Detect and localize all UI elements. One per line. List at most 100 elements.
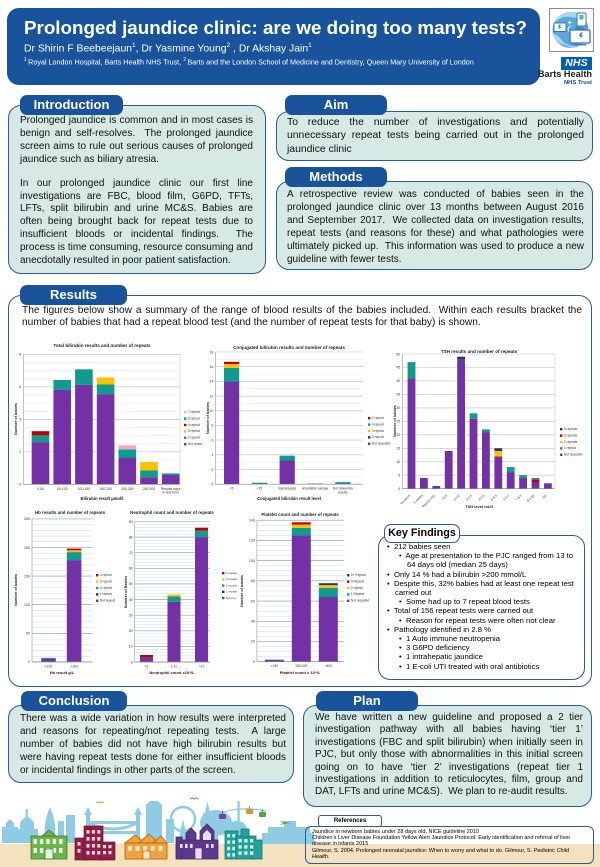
svg-text:<100: <100 [45,664,53,668]
svg-text:1 Repeat: 1 Repeat [351,592,364,596]
svg-text:<150: <150 [270,664,278,668]
svg-text:Number of babies: Number of babies [14,403,18,435]
svg-text:2 repeat: 2 repeat [226,583,237,587]
svg-text:3 weeks: 3 weeks [413,493,424,504]
svg-text:0: 0 [131,660,133,664]
svg-text:80: 80 [251,579,255,583]
svg-text:Not repeated: Not repeated [188,442,202,446]
svg-text:4 repeat: 4 repeat [188,423,200,427]
svg-text:<1: <1 [145,665,149,669]
svg-text:1 repeat: 1 repeat [226,590,237,594]
svg-text:Number of babies: Number of babies [14,574,18,606]
svg-text:in text form: in text form [162,491,179,495]
svg-text:Not rep: Not rep [226,596,236,600]
svg-text:45: 45 [396,366,400,370]
svg-text:4 repeat: 4 repeat [372,422,384,426]
svg-text:Number of babies: Number of babies [206,402,210,434]
svg-text:2 repeat: 2 repeat [188,436,200,440]
svg-text:Not repeated: Not repeated [372,442,391,446]
svg-text:2 repeat: 2 repeat [351,586,363,590]
svg-text:haemolysed: haemolysed [278,487,296,491]
svg-text:8.5-10: 8.5-10 [526,493,535,502]
svg-text:50-100: 50-100 [57,487,68,491]
svg-text:1-10: 1-10 [171,665,178,669]
svg-text:250: 250 [24,517,30,521]
svg-text:4 repeat: 4 repeat [100,573,112,577]
svg-text:0: 0 [398,487,400,491]
svg-text:16: 16 [209,365,213,369]
svg-text:4: 4 [19,418,21,422]
svg-text:2 repeat: 2 repeat [100,586,112,590]
svg-text:Newborn: Newborn [399,493,411,505]
svg-text:20: 20 [396,433,400,437]
svg-text:5 repeat: 5 repeat [188,416,200,420]
svg-text:7-8.5: 7-8.5 [515,493,523,501]
svg-text:8: 8 [211,424,213,428]
svg-text:25: 25 [396,420,400,424]
svg-text:>10: >10 [199,665,205,669]
svg-text:10: 10 [396,460,400,464]
svg-text:1 repeat: 1 repeat [564,446,576,450]
svg-text:3 repeat: 3 repeat [226,577,237,581]
svg-text:150-400: 150-400 [295,664,308,668]
svg-text:unsuitable sample: unsuitable sample [302,487,329,491]
svg-text:0: 0 [211,483,213,487]
svg-text:>400: >400 [324,664,332,668]
svg-text:Hb result g/L: Hb result g/L [50,670,75,675]
svg-text:4.5-6: 4.5-6 [478,493,486,501]
svg-text:0: 0 [253,660,255,664]
svg-text:6: 6 [211,438,213,442]
svg-text:3 repeat: 3 repeat [100,579,112,583]
svg-text:Not repeat: Not repeat [100,599,115,603]
svg-text:<0.5: <0.5 [441,493,448,500]
svg-text:Number of Babies: Number of Babies [124,576,128,609]
svg-text:2-4.5: 2-4.5 [465,493,473,501]
svg-text:5+ Repeat: 5+ Repeat [351,573,366,577]
svg-text:12: 12 [209,394,213,398]
svg-text:Platelet count and number of r: Platelet count and number of repeats [261,512,339,517]
svg-text:80: 80 [129,535,133,539]
svg-text:Platelet count x 10⁹/L: Platelet count x 10⁹/L [280,670,321,674]
svg-text:Results input: Results input [161,487,181,491]
svg-text:150: 150 [24,574,30,578]
svg-text:6-6.5: 6-6.5 [490,493,498,501]
svg-text:1 repeat: 1 repeat [100,592,112,596]
svg-text:70: 70 [129,551,133,555]
svg-text:150-200: 150-200 [99,487,112,491]
svg-text:>10: >10 [541,493,548,500]
svg-text:TSH results and number of repe: TSH results and number of repeats [441,349,518,354]
svg-text:Not repeated: Not repeated [351,599,370,603]
svg-text:50: 50 [396,352,400,356]
svg-text:100: 100 [24,603,30,607]
svg-text:100: 100 [249,559,255,563]
svg-text:6.5-7: 6.5-7 [502,493,510,501]
svg-text:Repeat only: Repeat only [421,493,436,508]
svg-text:50: 50 [26,632,30,636]
svg-text:>100: >100 [70,664,78,668]
svg-text:90: 90 [129,520,133,524]
svg-text:3 repeats: 3 repeats [564,433,578,437]
svg-text:Number of babies: Number of babies [240,575,244,607]
svg-text:50: 50 [129,582,133,586]
svg-text:15: 15 [396,447,400,451]
svg-text:20: 20 [251,640,255,644]
svg-text:0.5-2: 0.5-2 [453,493,461,501]
svg-text:TSH level mU/l: TSH level mU/l [465,504,493,509]
svg-text:30: 30 [129,613,133,617]
svg-text:0-50: 0-50 [37,487,44,491]
svg-text:10: 10 [209,409,213,413]
svg-text:60: 60 [129,567,133,571]
svg-text:7 repeat: 7 repeat [372,416,384,420]
svg-text:200: 200 [24,546,30,550]
svg-text:2 repeats: 2 repeats [564,440,578,444]
svg-text:3 repeat: 3 repeat [372,429,384,433]
svg-text:Bilirubin result µmol/l: Bilirubin result µmol/l [81,496,124,501]
svg-text:30: 30 [396,406,400,410]
svg-text:18: 18 [209,350,213,354]
svg-text:5: 5 [398,474,400,478]
svg-text:<5: <5 [230,487,234,491]
svg-text:2: 2 [211,468,213,472]
svg-text:120: 120 [249,539,255,543]
svg-text:3 repeat: 3 repeat [188,429,200,433]
svg-text:Conjugated bilirubin results a: Conjugated bilirubin results and number … [233,345,345,350]
